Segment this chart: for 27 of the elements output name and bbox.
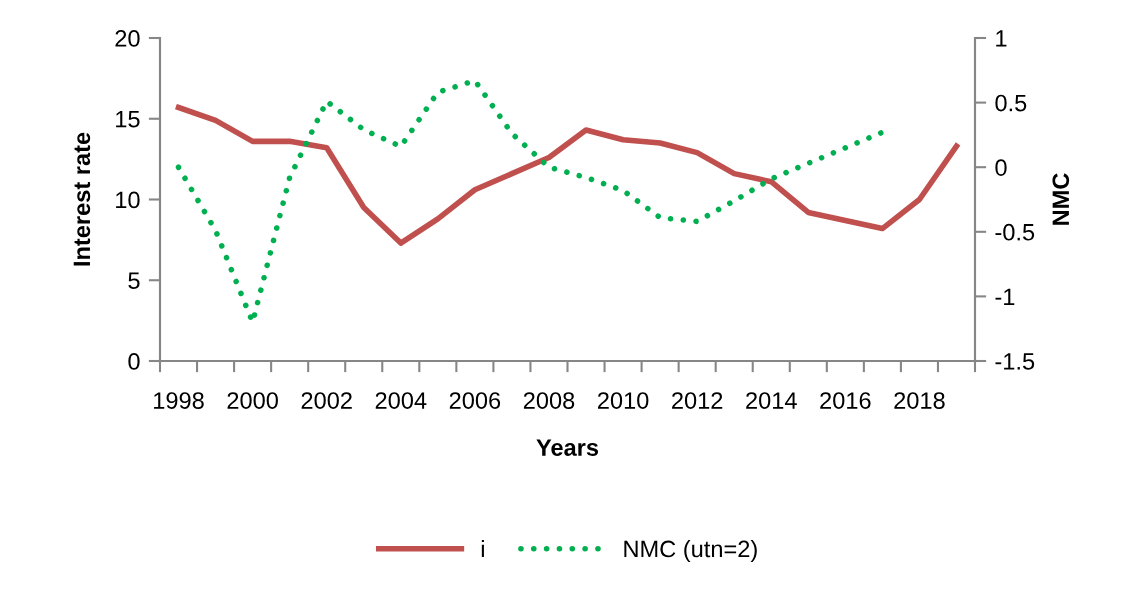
y2-tick-label: 0.5 — [995, 94, 1027, 112]
y2-tick-label: -1.5 — [995, 353, 1035, 370]
x-tick-label: 2000 — [227, 392, 278, 409]
x-tick-label: 2010 — [598, 392, 649, 409]
y-tick-label: 20 — [115, 30, 140, 47]
x-tick-label: 2008 — [523, 392, 575, 409]
y2-tick-label: -1 — [995, 288, 1015, 305]
y-tick-label: 15 — [116, 111, 140, 128]
y-tick-label: 5 — [128, 272, 140, 290]
x-tick-label: 2012 — [672, 392, 723, 409]
x-tick-label: 2006 — [449, 392, 501, 409]
y-axis-title: Interest rate — [73, 132, 91, 266]
legend-label: i — [481, 539, 484, 558]
x-tick-label: 2016 — [820, 392, 871, 409]
y2-axis-title: NMC — [1052, 173, 1070, 225]
y2-tick-label: -0.5 — [995, 223, 1035, 241]
y-tick-label: 10 — [116, 191, 140, 209]
y2-tick-label: 1 — [996, 30, 1007, 47]
x-axis-title: Years — [536, 439, 599, 456]
x-tick-label: 2014 — [746, 392, 797, 409]
x-tick-label: 2004 — [375, 392, 427, 409]
x-tick-label: 1998 — [154, 392, 204, 409]
x-tick-label: 2018 — [894, 392, 945, 409]
y2-tick-label: 0 — [995, 159, 1007, 176]
legend-label: NMC (utn=2) — [624, 539, 757, 562]
x-tick-label: 2002 — [301, 392, 352, 409]
y-tick-label: 0 — [128, 353, 140, 370]
